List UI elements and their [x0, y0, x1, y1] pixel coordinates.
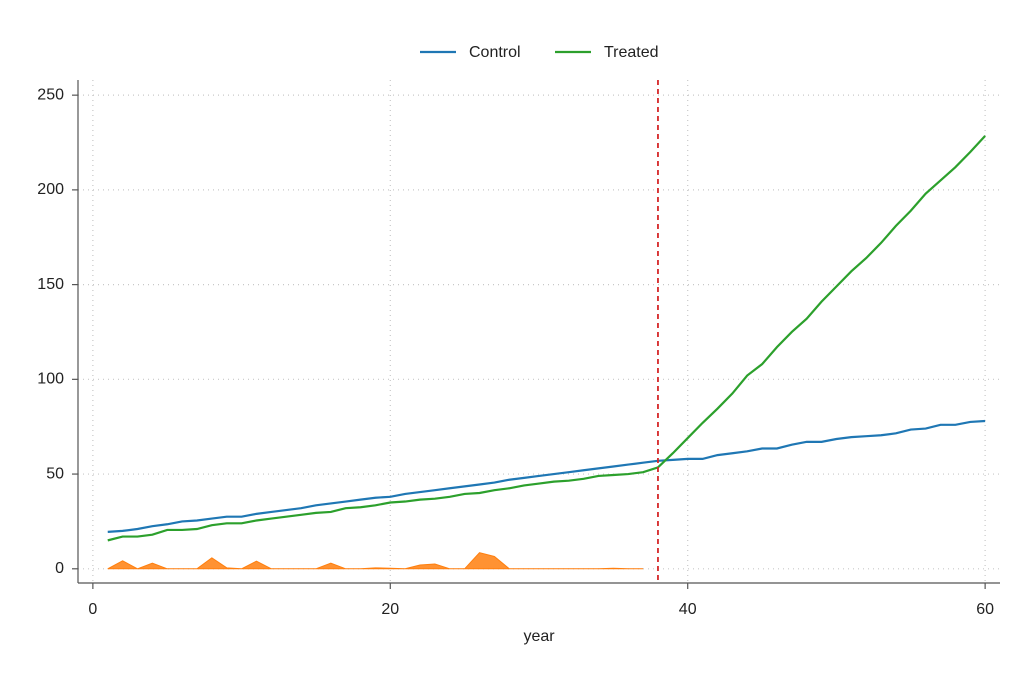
legend-label: Treated: [604, 44, 659, 61]
line: [107, 135, 986, 542]
y-tick-label: 200: [37, 181, 64, 198]
y-tick-label: 100: [37, 371, 64, 388]
x-axis-label: year: [523, 628, 555, 645]
y-tick-label: 50: [46, 465, 64, 482]
x-tick-label: 0: [88, 601, 97, 618]
area: [107, 552, 644, 570]
y-tick-label: 250: [37, 86, 64, 103]
x-tick-label: 20: [381, 601, 399, 618]
y-tick-label: 0: [55, 560, 64, 577]
legend-label: Control: [469, 44, 521, 61]
y-tick-label: 150: [37, 276, 64, 293]
x-tick-label: 60: [976, 601, 994, 618]
x-tick-label: 40: [679, 601, 697, 618]
line: [107, 419, 986, 533]
